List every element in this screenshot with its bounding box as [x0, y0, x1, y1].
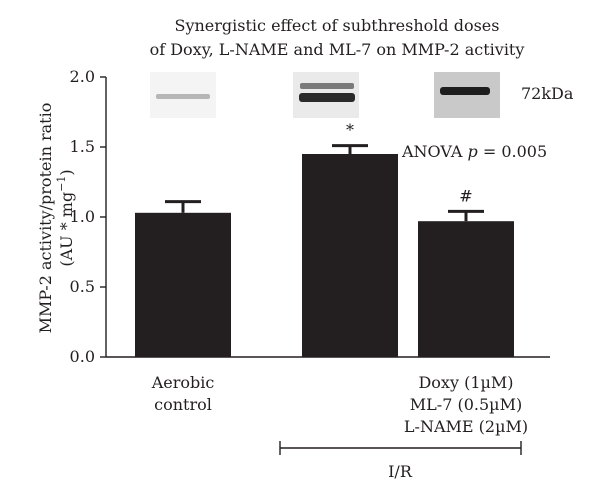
blot-molecular-weight-label: 72kDa — [521, 84, 574, 103]
chart-title-line-1: Synergistic effect of subthreshold doses — [175, 16, 500, 35]
blot-treated — [434, 72, 500, 118]
category-label-treated-3: L-NAME (2µM) — [404, 417, 528, 436]
y-axis-unit-prefix: (AU * mg — [57, 192, 76, 267]
y-tick-label: 0.0 — [70, 347, 95, 366]
bars: *# — [135, 121, 514, 357]
y-axis-unit-label: (AU * mg−1) — [55, 169, 76, 266]
y-tick-label: 2.0 — [70, 67, 95, 86]
blot-aerobic — [150, 72, 216, 118]
western-blot-images — [150, 72, 500, 118]
y-axis-label: MMP-2 activity/protein ratio — [36, 103, 55, 334]
anova-annotation: ANOVA p = 0.005 — [401, 142, 547, 161]
bar — [302, 154, 398, 357]
category-label-treated-2: ML-7 (0.5µM) — [410, 395, 522, 414]
category-label-treated-1: Doxy (1µM) — [418, 373, 513, 392]
y-tick-label: 1.0 — [70, 207, 95, 226]
ir-bracket-label: I/R — [388, 462, 413, 481]
significance-marker: # — [459, 186, 472, 205]
y-tick-label: 0.5 — [70, 277, 95, 296]
anova-p-symbol: p — [468, 142, 478, 161]
bar — [135, 212, 231, 357]
y-tick-label: 1.5 — [70, 137, 95, 156]
y-axis-unit-suffix: ) — [57, 169, 76, 175]
chart-title-line-2: of Doxy, L-NAME and ML-7 on MMP-2 activi… — [150, 40, 525, 59]
anova-label: ANOVA — [401, 142, 468, 161]
significance-marker: * — [346, 121, 354, 140]
category-label-aerobic-1: Aerobic — [151, 373, 215, 392]
y-axis-label-line-1: MMP-2 activity/protein ratio — [36, 103, 55, 334]
bar — [418, 221, 514, 357]
y-axis-unit-exponent: −1 — [55, 176, 68, 192]
category-label-aerobic-2: control — [154, 395, 212, 414]
blot-ir — [293, 72, 359, 118]
anova-p-value: = 0.005 — [478, 142, 547, 161]
y-axis-label-line-2: (AU * mg−1) — [55, 169, 76, 266]
x-category-labels: Aerobic control Doxy (1µM) ML-7 (0.5µM) … — [151, 373, 528, 436]
ir-bracket — [279, 441, 522, 455]
